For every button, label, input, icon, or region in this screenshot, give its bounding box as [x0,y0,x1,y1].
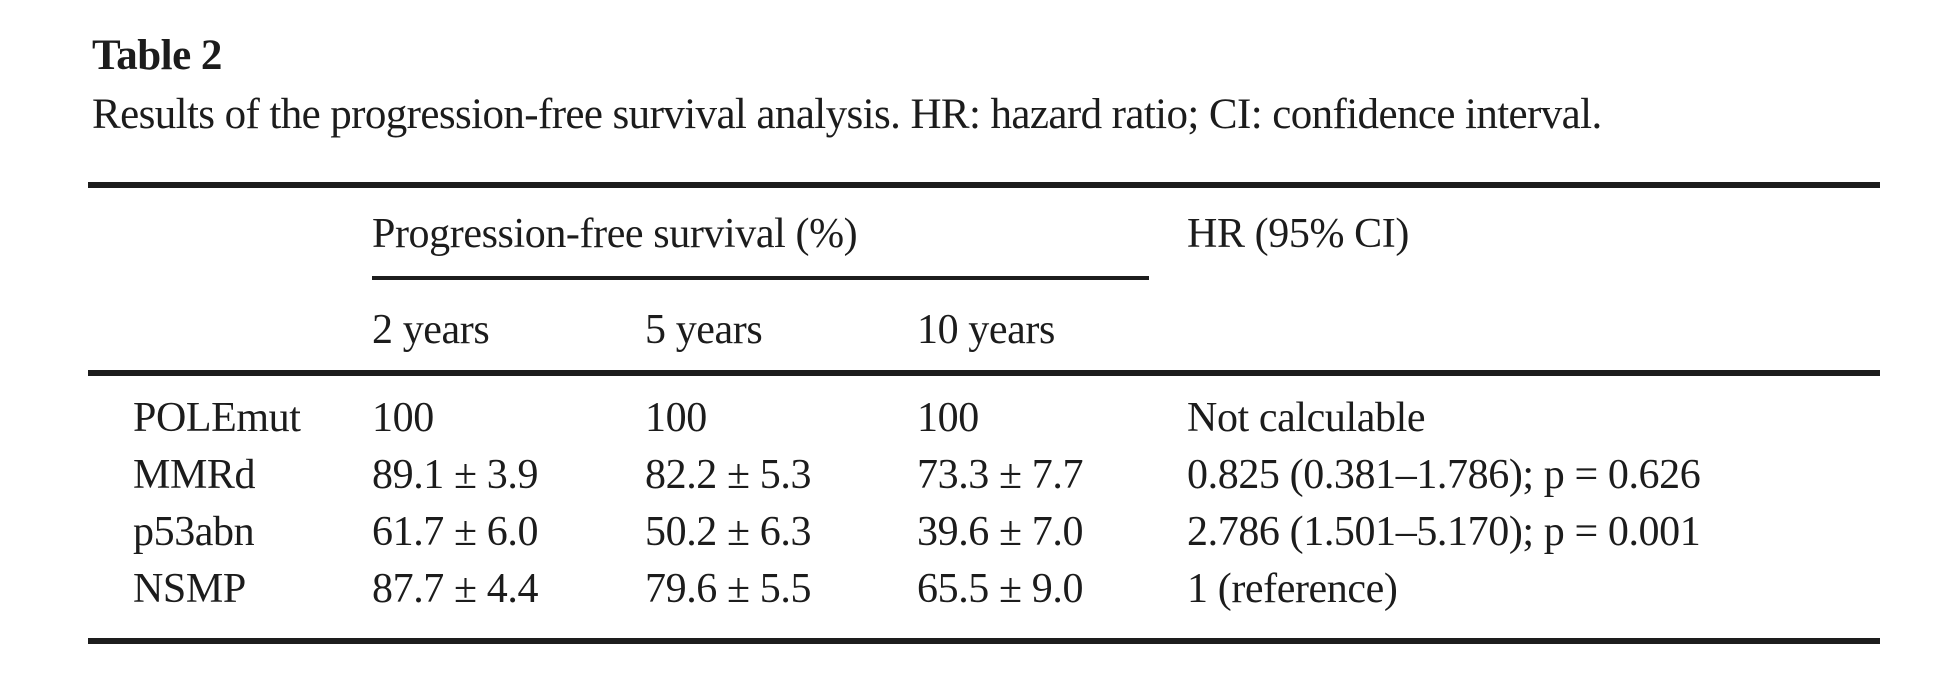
subheader-10-years: 10 years [917,280,1188,376]
hr-cell: 2.786 (1.501–5.170); p = 0.001 [1187,509,1701,555]
hr-cell: Not calculable [1187,395,1426,441]
table-label: Table 2 [92,32,222,79]
row-label: POLEmut [133,395,301,441]
pfs-10y-cell: 100 [917,395,979,441]
pfs-group-underline: Progression-free survival (%) [372,188,1150,280]
subheader-row: 2 years 5 years 10 years [88,280,1881,376]
results-table: Progression-free survival (%) HR (95% CI… [88,182,1881,644]
table-row-mmrd: MMRd 89.1 ± 3.9 82.2 ± 5.3 73.3 ± 7.7 0.… [88,447,1880,504]
subheader-5-years: 5 years [645,280,917,376]
pfs-5y-cell: 50.2 ± 6.3 [645,509,812,555]
pfs-10y-cell: 39.6 ± 7.0 [917,509,1084,555]
hr-cell: 0.825 (0.381–1.786); p = 0.626 [1187,452,1701,498]
hr-cell: 1 (reference) [1187,566,1398,612]
row-label: NSMP [133,566,246,612]
subheader-spacer [88,280,372,376]
table-block: Table 2 Results of the progression-free … [88,32,1881,644]
pfs-2y-cell: 89.1 ± 3.9 [372,452,539,498]
subheader-2-years: 2 years [372,280,645,376]
hr-header: HR (95% CI) [1187,211,1409,257]
pfs-2y-cell: 100 [372,395,434,441]
row-label: MMRd [133,452,256,498]
pfs-group-header: Progression-free survival (%) [372,211,858,257]
hr-header-cell: HR (95% CI) [1187,185,1880,280]
pfs-2y-cell: 61.7 ± 6.0 [372,509,539,555]
table-row-polemut: POLEmut 100 100 100 Not calculable [88,373,1880,447]
pfs-2y-cell: 87.7 ± 4.4 [372,566,539,612]
table-row-nsmp: NSMP 87.7 ± 4.4 79.6 ± 5.5 65.5 ± 9.0 1 … [88,561,1880,641]
pfs-5y-cell: 79.6 ± 5.5 [645,566,812,612]
pfs-10y-cell: 73.3 ± 7.7 [917,452,1084,498]
group-header-pfs-cell: Progression-free survival (%) [372,185,1187,280]
pfs-5y-cell: 100 [645,395,707,441]
pfs-5y-cell: 82.2 ± 5.3 [645,452,812,498]
table-caption: Results of the progression-free survival… [92,91,1602,138]
subheader-hr-spacer [1187,280,1881,376]
group-header-spacer [88,185,372,280]
row-label: p53abn [133,509,255,555]
table-row-p53abn: p53abn 61.7 ± 6.0 50.2 ± 6.3 39.6 ± 7.0 … [88,504,1880,561]
group-header-row: Progression-free survival (%) HR (95% CI… [88,185,1880,280]
pfs-10y-cell: 65.5 ± 9.0 [917,566,1084,612]
